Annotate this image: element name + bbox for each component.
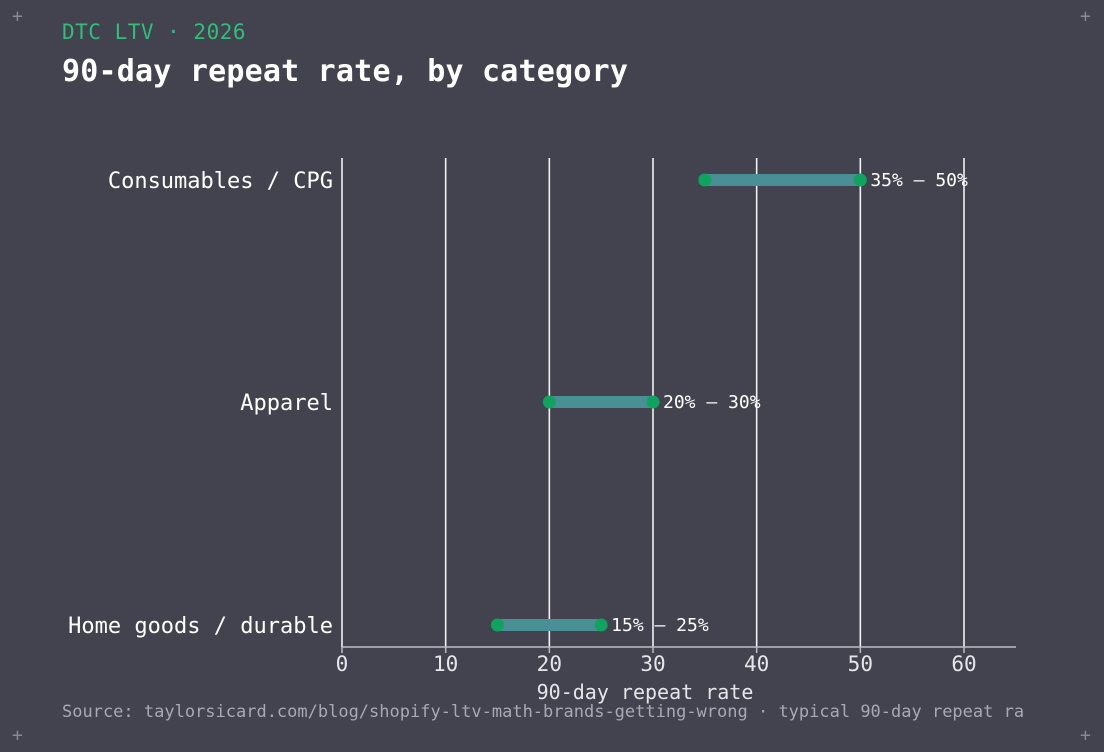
range-low-point-1 xyxy=(542,395,556,409)
x-axis: 0 10 20 30 40 50 60 90-day repeat rate xyxy=(336,646,1016,704)
range-high-point-1 xyxy=(646,395,660,409)
category-label-0: Consumables / CPG xyxy=(108,169,333,194)
range-marks: 35% – 50% 20% – 30% 15% – 25% xyxy=(491,170,968,636)
x-tick-label-10: 10 xyxy=(433,652,458,676)
category-label-2: Home goods / durable xyxy=(68,614,333,639)
range-low-point-2 xyxy=(491,618,504,632)
range-low-point-0 xyxy=(698,173,712,187)
source-note: Source: taylorsicard.com/blog/shopify-lt… xyxy=(62,702,1025,722)
corner-mark-top-left: + xyxy=(12,6,23,27)
range-label-2: 15% – 25% xyxy=(611,615,709,636)
x-tick-label-60: 60 xyxy=(951,652,976,676)
range-label-1: 20% – 30% xyxy=(663,392,761,413)
x-tick-label-40: 40 xyxy=(744,652,769,676)
chart-kicker: DTC LTV · 2026 xyxy=(62,20,247,44)
corner-mark-top-right: + xyxy=(1080,6,1091,27)
category-label-1: Apparel xyxy=(240,391,333,416)
x-axis-title: 90-day repeat rate xyxy=(537,680,754,704)
x-tick-label-50: 50 xyxy=(848,652,873,676)
category-labels: Consumables / CPG Apparel Home goods / dur… xyxy=(68,169,333,639)
range-label-0: 35% – 50% xyxy=(870,170,968,191)
corner-mark-bottom-left: + xyxy=(12,725,23,746)
x-tick-label-30: 30 xyxy=(640,652,665,676)
chart-title: 90-day repeat rate, by category xyxy=(62,54,629,89)
range-high-point-2 xyxy=(594,618,608,632)
corner-mark-bottom-right: + xyxy=(1080,725,1091,746)
x-tick-label-20: 20 xyxy=(537,652,562,676)
x-tick-label-0: 0 xyxy=(336,652,349,676)
range-high-point-0 xyxy=(853,173,867,187)
